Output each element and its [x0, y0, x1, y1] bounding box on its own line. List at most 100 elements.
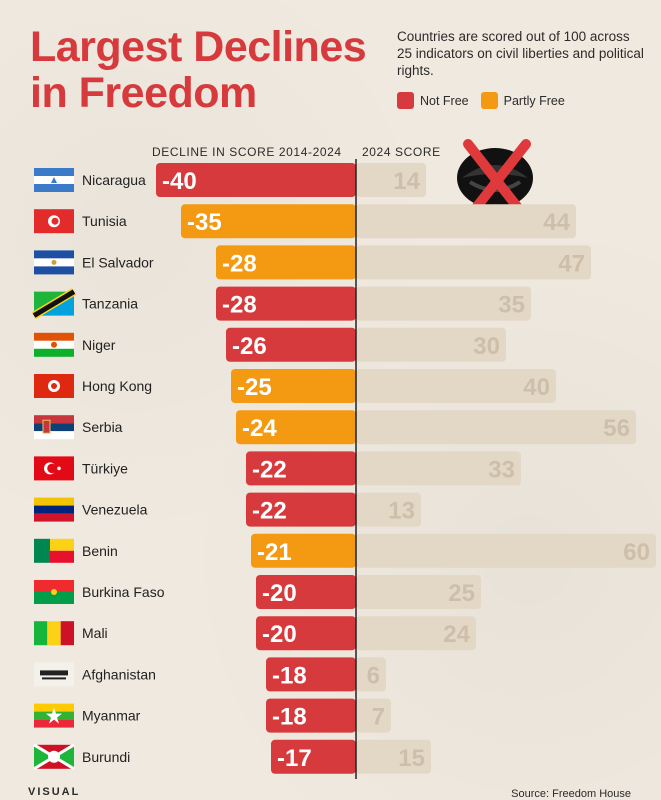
- chart-row: 44 -35 Tunisia: [34, 204, 576, 239]
- title-line-2: in Freedom: [30, 69, 257, 117]
- flag-serbia-icon: [34, 415, 74, 440]
- legend-label-not-free: Not Free: [420, 93, 469, 108]
- decline-label: -20: [262, 621, 297, 648]
- score-bar: [356, 657, 386, 692]
- score-bar: [356, 533, 656, 568]
- score-bar: [356, 204, 576, 239]
- chart-row: 56 -24 Serbia: [34, 410, 636, 445]
- flag-burkina-faso-icon: [34, 580, 74, 604]
- country-label: Benin: [82, 543, 118, 559]
- decline-label: -35: [187, 209, 222, 236]
- flag-burundi-icon: [33, 743, 75, 771]
- legend-label-partly-free: Partly Free: [503, 93, 565, 108]
- chart-row: 7 -18 Myanmar: [34, 698, 391, 733]
- score-label: 6: [367, 662, 380, 689]
- decline-bar: [266, 657, 356, 692]
- subtitle: Countries are scored out of 100 across 2…: [397, 29, 644, 78]
- flag-myanmar-icon: [34, 703, 74, 728]
- decline-label: -28: [222, 250, 257, 277]
- chart-row: 30 -26 Niger: [34, 327, 506, 362]
- score-bar: [356, 492, 421, 527]
- country-label: Afghanistan: [82, 666, 156, 682]
- decline-label: -21: [257, 539, 292, 566]
- chart-row: 33 -22 Türkiye: [34, 451, 521, 486]
- decline-bar: [236, 410, 356, 445]
- decline-bar: [266, 698, 356, 733]
- country-label: Nicaragua: [82, 172, 146, 188]
- score-column-header: 2024 SCORE: [362, 145, 441, 159]
- decline-label: -18: [272, 662, 307, 689]
- country-label: Türkiye: [82, 460, 128, 476]
- score-label: 40: [523, 374, 550, 401]
- decline-label: -25: [237, 374, 272, 401]
- score-label: 25: [448, 580, 475, 607]
- flag-tanzania-icon: [31, 288, 77, 320]
- decline-bar: [256, 575, 356, 609]
- score-bar: [356, 369, 556, 403]
- decline-label: -22: [252, 456, 287, 483]
- flag-mali-icon: [34, 621, 74, 646]
- score-label: 60: [623, 539, 650, 566]
- decline-label: -22: [252, 498, 287, 525]
- country-label: Myanmar: [82, 708, 141, 724]
- score-bar: [356, 575, 481, 609]
- decline-bar: [181, 204, 356, 239]
- chart-row: 47 -28 El Salvador: [34, 245, 591, 280]
- decline-bar: [226, 327, 356, 362]
- flag-el-salvador-icon: [34, 250, 74, 275]
- source-note: Source: Freedom House: [511, 788, 631, 800]
- score-bar: [356, 286, 531, 321]
- country-label: Tanzania: [82, 296, 138, 312]
- legend-item-not-free: Not Free: [397, 92, 469, 109]
- score-bar: [356, 616, 476, 651]
- country-label: Tunisia: [82, 213, 127, 229]
- score-label: 14: [393, 168, 420, 195]
- decline-label: -28: [222, 292, 257, 319]
- country-label: Hong Kong: [82, 378, 152, 394]
- decline-label: -18: [272, 704, 307, 731]
- chart-row: 40 -25 Hong Kong: [34, 369, 556, 403]
- country-label: El Salvador: [82, 254, 154, 270]
- decline-bar: [246, 492, 356, 527]
- country-label: Burkina Faso: [82, 584, 165, 600]
- score-bar: [356, 327, 506, 362]
- country-label: Serbia: [82, 419, 123, 435]
- chart-row: 14 -40 Nicaragua: [34, 163, 426, 197]
- decline-bar: [256, 616, 356, 651]
- decline-bar: [216, 245, 356, 280]
- score-label: 44: [543, 209, 570, 236]
- decline-label: -20: [262, 580, 297, 607]
- score-label: 15: [398, 745, 425, 772]
- score-label: 35: [498, 292, 525, 319]
- chart-row: 25 -20 Burkina Faso: [34, 575, 481, 609]
- decline-column-header: DECLINE IN SCORE 2014-2024: [152, 145, 342, 159]
- flag-venezuela-icon: [34, 497, 74, 522]
- score-bar: [356, 739, 431, 774]
- legend-swatch-partly-free: [480, 92, 498, 109]
- country-label: Mali: [82, 625, 108, 641]
- decline-bar: [251, 533, 356, 568]
- chart-row: 35 -28 Tanzania: [31, 286, 531, 321]
- score-bar: [356, 698, 391, 733]
- decline-bar: [156, 163, 356, 197]
- score-label: 7: [372, 704, 385, 731]
- legend: Not Free Partly Free: [397, 92, 565, 109]
- decline-label: -17: [277, 745, 312, 772]
- decline-label: -26: [232, 333, 267, 360]
- legend-swatch-not-free: [397, 92, 414, 109]
- decline-label: -24: [242, 415, 277, 442]
- score-bar: [356, 410, 636, 445]
- score-bar: [356, 245, 591, 280]
- decline-bar: [216, 286, 356, 321]
- flag-niger-icon: [34, 332, 74, 357]
- flag-nicaragua-icon: [34, 168, 74, 192]
- country-label: Niger: [82, 337, 116, 353]
- score-label: 33: [488, 456, 515, 483]
- score-label: 56: [603, 415, 630, 442]
- chart-row: 13 -22 Venezuela: [34, 492, 421, 527]
- country-label: Venezuela: [82, 502, 148, 518]
- chart-row: 60 -21 Benin: [34, 533, 656, 568]
- decline-bar: [271, 739, 356, 774]
- decline-bar: [231, 369, 356, 403]
